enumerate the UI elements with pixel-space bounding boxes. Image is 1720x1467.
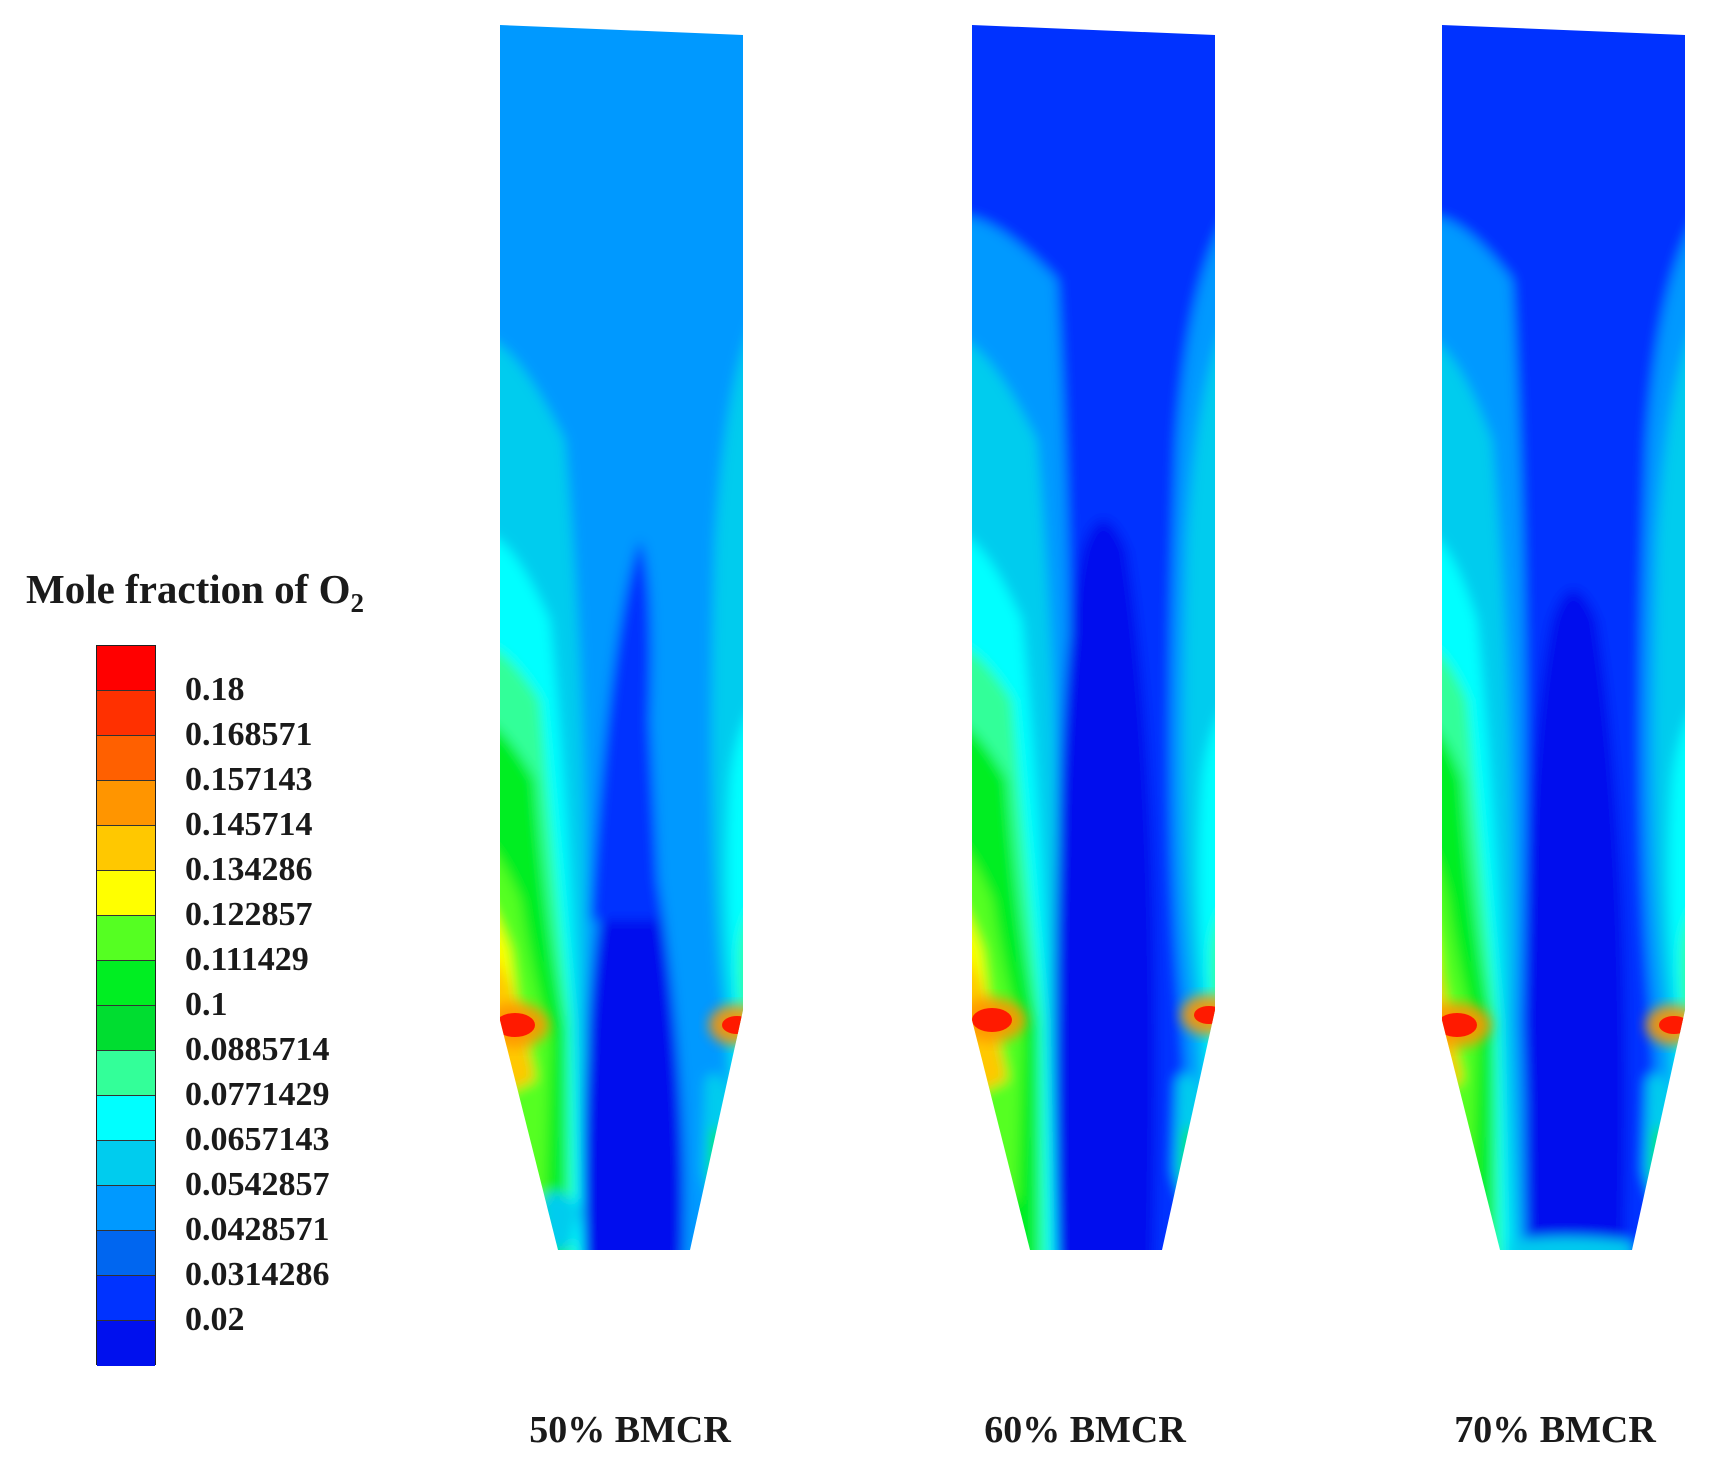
legend-title: Mole fraction of O2: [26, 565, 364, 619]
contour-core-upper: [590, 540, 660, 920]
legend-title-text: Mole fraction of O: [26, 566, 351, 612]
legend-title-subscript: 2: [350, 588, 364, 618]
contour-lower-right-streak: [1174, 1073, 1202, 1210]
burner-right-core: [1194, 1006, 1215, 1024]
contour-right-cyan: [1183, 280, 1215, 1250]
colorbar-swatch: [97, 916, 155, 961]
colorbar-swatch: [97, 1141, 155, 1186]
colorbar: [96, 645, 156, 1366]
colorbar-tick-label: 0.0428571: [185, 1211, 330, 1248]
colorbar-tick-label: 0.168571: [185, 716, 313, 753]
colorbar-tick-label: 0.111429: [185, 941, 309, 978]
colorbar-swatch: [97, 826, 155, 871]
colorbar-tick-label: 0.134286: [185, 851, 313, 888]
colorbar-tick-label: 0.1: [185, 986, 228, 1023]
contour-right-green: [1694, 920, 1717, 1060]
burner-right-core: [1659, 1016, 1685, 1034]
colorbar-swatch: [97, 1276, 155, 1321]
colorbar-swatch: [97, 691, 155, 736]
colorbar-swatch: [97, 1051, 155, 1096]
colorbar-swatch: [97, 961, 155, 1006]
contour-top: [992, 25, 1215, 320]
caption-70-bmcr: 70% BMCR: [1454, 1409, 1656, 1451]
colorbar-swatch: [97, 871, 155, 916]
colorbar-tick-label: 0.0885714: [185, 1031, 330, 1068]
contour-right-mint: [739, 880, 743, 1220]
contour-right-aqua: [1668, 680, 1685, 1250]
contour-right-mint: [1211, 880, 1215, 1220]
furnace-contour-70: [1442, 25, 1717, 1250]
colorbar-swatch: [97, 646, 155, 691]
furnace-contour-50: [500, 25, 775, 1250]
colorbar-tick-label: 0.145714: [185, 806, 313, 843]
colorbar-swatch: [97, 1186, 155, 1231]
colorbar-tick-label: 0.0771429: [185, 1076, 330, 1113]
contour-right-cyan: [711, 280, 743, 1250]
colorbar-tick-label: 0.0657143: [185, 1121, 330, 1158]
colorbar-tick-label: 0.02: [185, 1301, 245, 1338]
colorbar-swatch: [97, 1096, 155, 1141]
furnace-contour-60: [972, 25, 1247, 1250]
colorbar-swatch: [97, 1231, 155, 1276]
caption-50-bmcr: 50% BMCR: [529, 1409, 731, 1451]
colorbar-swatch: [97, 781, 155, 826]
contour-lower-right-streak: [702, 1073, 730, 1210]
burner-left-core: [972, 1008, 1012, 1032]
contour-core: [1524, 590, 1627, 1250]
contour-lower-right-streak: [1644, 1073, 1672, 1210]
contour-core: [582, 830, 685, 1250]
colorbar-swatch: [97, 1006, 155, 1051]
colorbar-tick-label: 0.122857: [185, 896, 313, 933]
contour-lower-right-green: [1182, 1127, 1198, 1200]
contour-right-green: [752, 920, 775, 1060]
burner-left-core: [500, 1013, 535, 1037]
burner-left-core: [1442, 1013, 1477, 1037]
caption-60-bmcr: 60% BMCR: [984, 1409, 1186, 1451]
burner-right-core: [722, 1016, 743, 1034]
colorbar-tick-label: 0.0542857: [185, 1166, 330, 1203]
contour-right-mint: [1681, 880, 1685, 1220]
contour-bottom-band: [1507, 1237, 1632, 1250]
contour-right-cyan: [1653, 280, 1685, 1250]
colorbar-tick-label: 0.0314286: [185, 1256, 330, 1293]
contour-right-aqua: [726, 680, 743, 1250]
contour-lower-right-green: [1652, 1127, 1668, 1200]
colorbar-swatch: [97, 736, 155, 781]
contour-top: [1462, 25, 1685, 320]
colorbar-tick-label: 0.18: [185, 671, 245, 708]
colorbar-tick-label: 0.157143: [185, 761, 313, 798]
colorbar-swatch: [97, 1321, 155, 1366]
contour-right-green: [1224, 920, 1247, 1060]
contour-lower-right-green: [710, 1127, 726, 1200]
contour-core: [1054, 520, 1157, 1250]
